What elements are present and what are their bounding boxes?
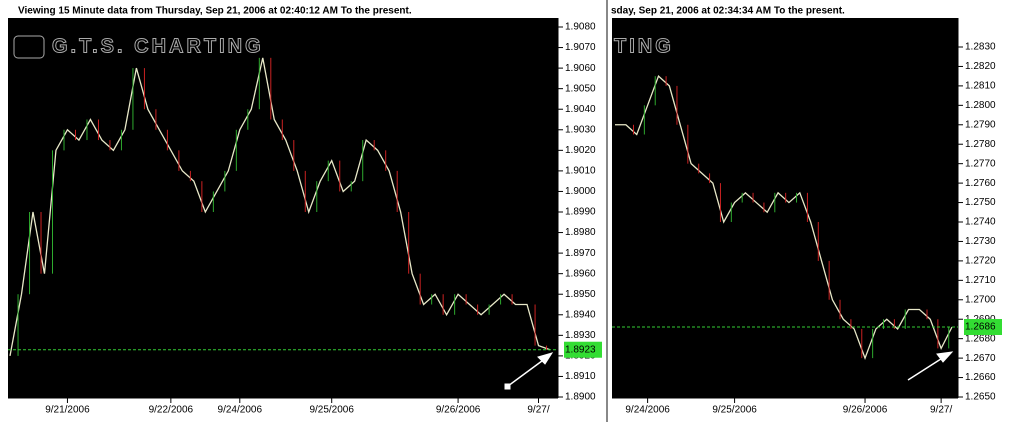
- y-tick-label: 1.8950: [565, 289, 596, 300]
- watermark: G.T.S. CHARTING: [52, 35, 264, 57]
- chart-title: Viewing 15 Minute data from Thursday, Se…: [18, 6, 412, 17]
- y-tick-label: 1.2650: [965, 392, 996, 403]
- y-tick-label: 1.8900: [565, 392, 596, 403]
- y-tick-label: 1.2720: [965, 256, 996, 267]
- current-price-label: 1.8923: [565, 344, 596, 355]
- price-line: [615, 75, 953, 360]
- y-tick-label: 1.2660: [965, 372, 996, 383]
- y-tick-label: 1.8930: [565, 330, 596, 341]
- y-tick-label: 1.2740: [965, 217, 996, 228]
- chart-panel: sday, Sep 21, 2006 at 02:34:34 AM To the…: [611, 6, 1002, 416]
- y-tick-label: 1.9050: [565, 83, 596, 94]
- arrow: [907, 351, 954, 381]
- y-tick-label: 1.2700: [965, 294, 996, 305]
- y-tick-label: 1.2710: [965, 275, 996, 286]
- y-tick-label: 1.8970: [565, 248, 596, 259]
- x-tick-label: 9/27/: [527, 405, 549, 416]
- logo-icon: [13, 35, 45, 59]
- y-tick-label: 1.2820: [965, 61, 996, 72]
- y-tick-label: 1.9020: [565, 145, 596, 156]
- y-tick-label: 1.2680: [965, 333, 996, 344]
- y-tick-label: 1.9030: [565, 124, 596, 135]
- y-tick-label: 1.2750: [965, 197, 996, 208]
- y-tick-label: 1.8960: [565, 268, 596, 279]
- y-tick-label: 1.9070: [565, 42, 596, 53]
- current-price-label: 1.2686: [965, 322, 996, 333]
- y-tick-label: 1.2780: [965, 139, 996, 150]
- y-tick-label: 1.9060: [565, 63, 596, 74]
- y-tick-label: 1.2670: [965, 353, 996, 364]
- x-tick-label: 9/24/2006: [625, 405, 670, 416]
- price-line: [9, 57, 551, 357]
- x-tick-label: 9/21/2006: [45, 405, 90, 416]
- watermark: TING: [614, 35, 674, 57]
- chart-title: sday, Sep 21, 2006 at 02:34:34 AM To the…: [611, 6, 845, 17]
- x-tick-label: 9/22/2006: [149, 405, 194, 416]
- arrow: [504, 352, 554, 390]
- x-tick-label: 9/26/2006: [436, 405, 481, 416]
- y-tick-label: 1.8910: [565, 371, 596, 382]
- y-tick-label: 1.9040: [565, 104, 596, 115]
- y-tick-label: 1.2800: [965, 100, 996, 111]
- plot-area: [612, 18, 958, 398]
- x-tick-label: 9/26/2006: [843, 405, 888, 416]
- y-tick-label: 1.2760: [965, 178, 996, 189]
- y-tick-label: 1.8940: [565, 309, 596, 320]
- y-tick-label: 1.2830: [965, 42, 996, 53]
- y-tick-label: 1.2730: [965, 236, 996, 247]
- y-tick-label: 1.2810: [965, 81, 996, 92]
- current-price-box: [964, 319, 1002, 335]
- chart-panel: Viewing 15 Minute data from Thursday, Se…: [8, 6, 602, 416]
- current-price-box: [564, 341, 602, 358]
- y-tick-label: 1.9010: [565, 166, 596, 177]
- y-tick-label: 1.8990: [565, 207, 596, 218]
- x-tick-label: 9/24/2006: [218, 405, 263, 416]
- y-tick-label: 1.9000: [565, 186, 596, 197]
- y-tick-label: 1.2770: [965, 158, 996, 169]
- y-tick-label: 1.2790: [965, 119, 996, 130]
- y-tick-label: 1.8980: [565, 227, 596, 238]
- x-tick-label: 9/27/: [930, 405, 952, 416]
- y-tick-label: 1.9080: [565, 22, 596, 33]
- x-tick-label: 9/25/2006: [712, 405, 757, 416]
- x-tick-label: 9/25/2006: [309, 405, 354, 416]
- plot-area: [8, 18, 558, 398]
